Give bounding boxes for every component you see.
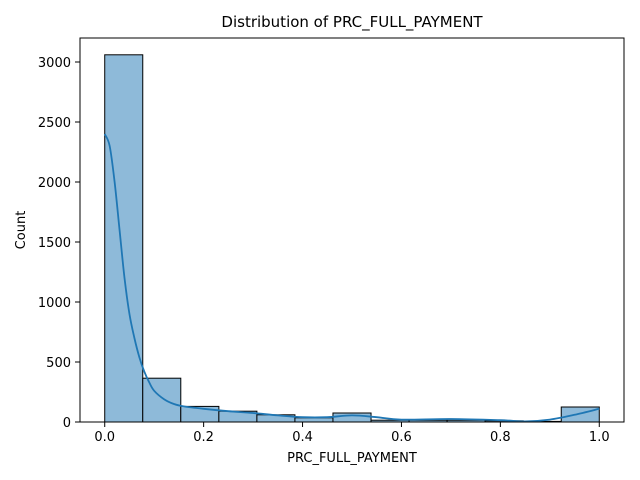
bars-group <box>104 54 600 423</box>
y-tick-label: 1500 <box>38 236 71 251</box>
histogram-bar <box>560 406 600 423</box>
histogram-bar <box>294 417 334 423</box>
x-axis-label: PRC_FULL_PAYMENT <box>287 451 417 466</box>
kde-line <box>103 133 600 423</box>
y-tick-label: 500 <box>46 356 71 371</box>
axes-group <box>79 37 625 423</box>
y-tick-label: 0 <box>63 416 71 431</box>
y-axis-label: Count <box>14 211 29 250</box>
x-tick-label: 0.0 <box>94 430 115 445</box>
chart-title: Distribution of PRC_FULL_PAYMENT <box>221 13 483 32</box>
x-tick-label: 1.0 <box>589 430 610 445</box>
y-axis-ticks: 0 500 1000 1500 2000 2500 3000 <box>38 56 80 431</box>
x-tick-label: 0.6 <box>391 430 412 445</box>
x-tick-label: 0.8 <box>490 430 511 445</box>
x-tick-label: 0.4 <box>292 430 313 445</box>
histogram-bar <box>332 412 372 423</box>
y-tick-label: 2000 <box>38 176 71 191</box>
x-tick-label: 0.2 <box>193 430 214 445</box>
plot-frame <box>79 37 625 423</box>
y-tick-label: 2500 <box>38 116 71 131</box>
x-axis-ticks: 0.0 0.2 0.4 0.6 0.8 1.0 <box>94 422 610 445</box>
y-tick-label: 1000 <box>38 296 71 311</box>
histogram-bar <box>142 377 182 423</box>
histogram-bar <box>104 54 144 423</box>
y-tick-label: 3000 <box>38 56 71 71</box>
